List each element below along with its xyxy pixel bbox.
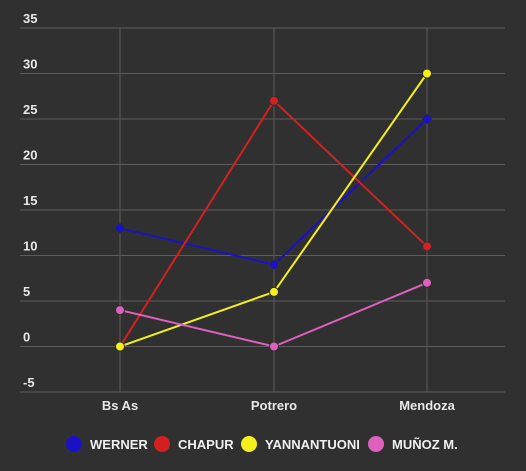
y-tick-label: -5 (23, 375, 35, 390)
legend-item-0: WERNER (66, 436, 148, 452)
series-0 (115, 114, 432, 270)
x-tick-label: Mendoza (399, 398, 455, 413)
legend-item-3: MUÑOZ M. (368, 436, 458, 452)
legend-marker (368, 436, 384, 452)
legend-label: CHAPUR (178, 437, 234, 452)
data-point (269, 286, 279, 297)
y-tick-label: 10 (23, 239, 37, 254)
y-tick-label: 25 (23, 102, 37, 117)
legend-marker (154, 436, 170, 452)
grid (20, 27, 505, 393)
y-tick-label: 35 (23, 11, 37, 26)
legend-label: YANNANTUONI (265, 437, 360, 452)
legend-label: WERNER (90, 437, 148, 452)
y-tick-label: 5 (23, 284, 30, 299)
data-point (115, 305, 125, 316)
legend-label: MUÑOZ M. (392, 437, 458, 452)
x-tick-label: Potrero (251, 398, 297, 413)
y-tick-label: 0 (23, 330, 30, 345)
data-point (115, 341, 125, 352)
y-tick-label: 30 (23, 57, 37, 72)
data-point (269, 95, 279, 106)
series-lines (115, 68, 432, 352)
y-axis: -5 0 5 10 15 20 25 30 35 (23, 11, 37, 390)
data-point (269, 259, 279, 270)
series-2 (115, 68, 432, 352)
data-point (422, 241, 432, 252)
y-tick-label: 20 (23, 148, 37, 163)
y-tick-label: 15 (23, 193, 37, 208)
data-point (269, 341, 279, 352)
legend-item-2: YANNANTUONI (241, 436, 360, 452)
data-point (422, 114, 432, 124)
legend-item-1: CHAPUR (154, 436, 234, 452)
legend-marker (66, 436, 82, 452)
legend-marker (241, 436, 257, 452)
series-3 (115, 277, 432, 352)
x-axis: Bs As Potrero Mendoza (102, 398, 456, 413)
x-tick-label: Bs As (102, 398, 138, 413)
data-point (422, 68, 432, 79)
legend: WERNER CHAPUR YANNANTUONI MUÑOZ M. (66, 436, 458, 452)
data-point (422, 277, 432, 288)
data-point (115, 223, 125, 234)
